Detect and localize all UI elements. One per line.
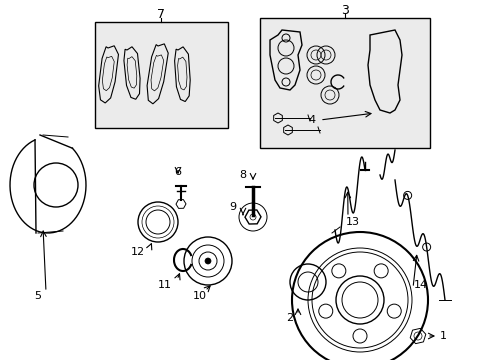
Text: 13: 13 bbox=[346, 217, 359, 227]
Text: 6: 6 bbox=[174, 167, 181, 177]
Text: 12: 12 bbox=[131, 247, 145, 257]
Text: 1: 1 bbox=[439, 331, 446, 341]
Text: 9: 9 bbox=[229, 202, 236, 212]
Circle shape bbox=[204, 258, 210, 264]
Text: 14: 14 bbox=[413, 280, 427, 290]
Text: 11: 11 bbox=[158, 280, 172, 290]
Text: 8: 8 bbox=[239, 170, 246, 180]
Bar bbox=[95, 22, 227, 128]
Text: 3: 3 bbox=[340, 4, 348, 17]
Text: 5: 5 bbox=[35, 291, 41, 301]
Text: 2: 2 bbox=[286, 313, 293, 323]
Text: 7: 7 bbox=[157, 8, 164, 21]
Bar bbox=[260, 18, 429, 148]
Text: 4: 4 bbox=[308, 115, 315, 125]
Text: 10: 10 bbox=[193, 291, 206, 301]
